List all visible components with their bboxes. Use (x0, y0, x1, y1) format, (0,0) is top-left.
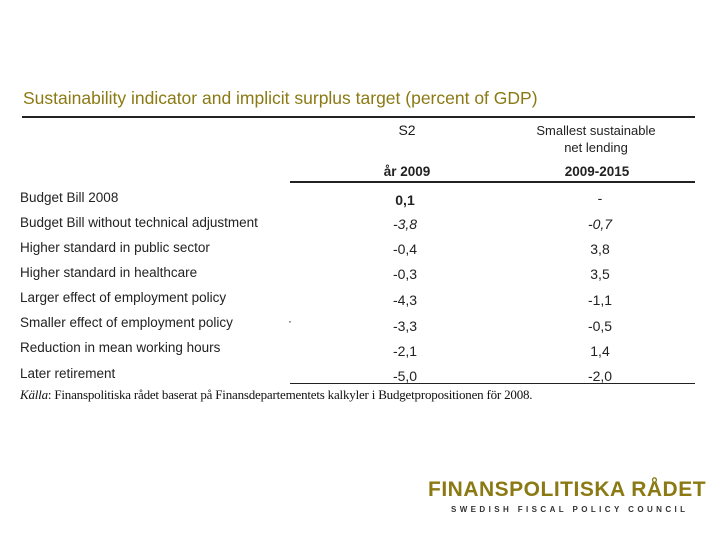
subheader-period: 2009-2015 (564, 164, 630, 179)
slide-title: Sustainability indicator and implicit su… (23, 88, 538, 108)
header-rule (290, 181, 695, 183)
row-value-smallest: -1,1 (587, 292, 613, 308)
row-value-smallest: 1,4 (590, 343, 610, 359)
subheader-year: år 2009 (383, 164, 431, 179)
source-note: Källa: Finanspolitiska rådet baserat på … (20, 387, 533, 403)
stray-mark: · (288, 314, 292, 328)
column-header-s2: S2 (398, 122, 416, 138)
row-value-s2: 0,1 (395, 192, 415, 208)
table-top-rule (22, 116, 695, 118)
row-value-smallest: 3,5 (590, 266, 610, 282)
row-value-smallest: 3,8 (590, 241, 610, 257)
source-prefix: Källa (20, 387, 48, 402)
row-value-smallest: -0,5 (587, 318, 613, 334)
row-value-smallest: -2,0 (587, 368, 613, 384)
column-header-smallest-net-lending: Smallest sustainable net lending (522, 122, 670, 156)
row-label: Smaller effect of employment policy (20, 315, 233, 330)
row-value-s2: -2,1 (392, 343, 418, 359)
row-value-smallest: - (597, 190, 603, 206)
row-label: Higher standard in healthcare (20, 265, 198, 280)
row-value-s2: -5,0 (392, 368, 418, 384)
column-header-line1: Smallest sustainable (536, 123, 656, 138)
table-bottom-rule (290, 383, 695, 384)
row-value-s2: -0,4 (392, 241, 418, 257)
row-label: Higher standard in public sector (20, 240, 210, 255)
logo-wordmark: FINANSPOLITISKA RÅDET (428, 478, 707, 501)
source-text: : Finanspolitiska rådet baserat på Finan… (47, 387, 533, 402)
row-label: Budget Bill 2008 (20, 190, 119, 205)
column-header-line2: net lending (564, 140, 628, 155)
row-label: Reduction in mean working hours (20, 340, 221, 355)
logo-tagline: SWEDISH FISCAL POLICY COUNCIL (451, 505, 689, 514)
row-label: Larger effect of employment policy (20, 290, 227, 305)
row-value-s2: -3,8 (392, 216, 418, 232)
row-value-s2: -0,3 (392, 266, 418, 282)
row-value-smallest: -0,7 (587, 216, 613, 232)
row-value-s2: -4,3 (392, 292, 418, 308)
row-label: Later retirement (20, 366, 116, 381)
row-value-s2: -3,3 (392, 318, 418, 334)
row-label: Budget Bill without technical adjustment (20, 215, 258, 230)
